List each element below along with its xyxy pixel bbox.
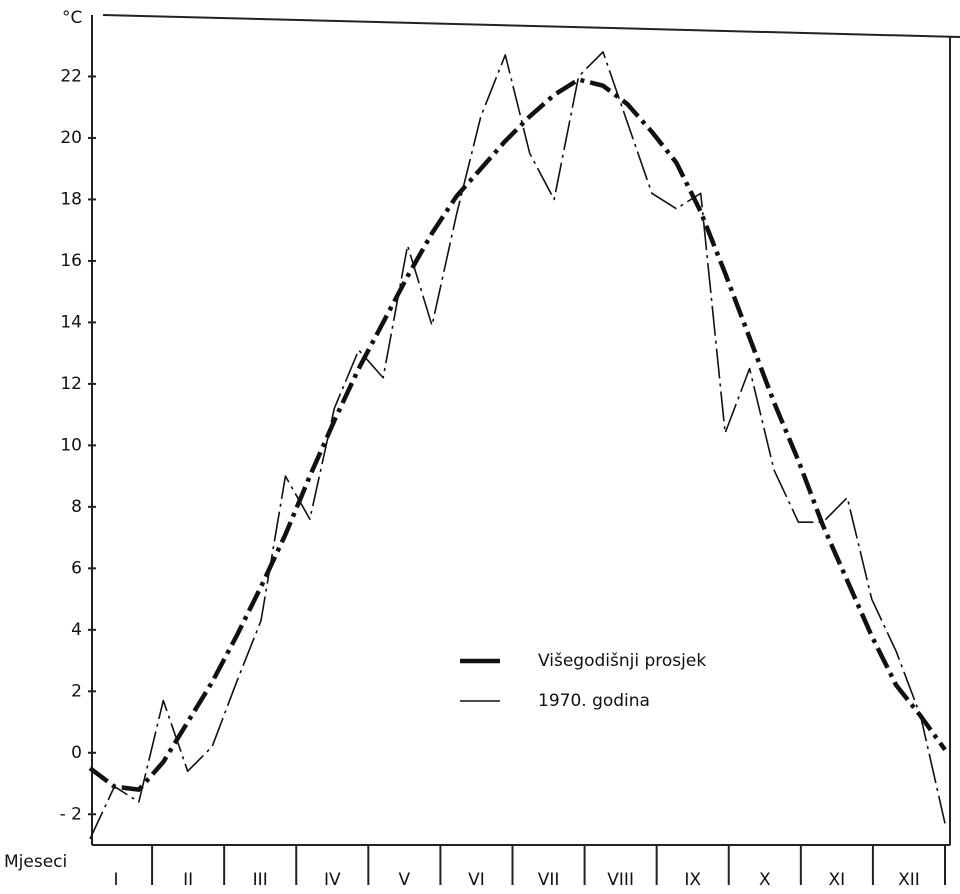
x-tick-label: II (183, 870, 193, 890)
y-tick-label: 0 (71, 743, 82, 763)
y-tick-label: 14 (60, 312, 82, 332)
y-tick-label: 6 (71, 558, 82, 578)
x-tick-label: XI (829, 870, 846, 890)
x-tick-label: X (759, 870, 771, 890)
x-tick-label: VII (538, 870, 560, 890)
x-tick-label: VI (468, 870, 485, 890)
x-tick-label: I (114, 870, 119, 890)
x-tick-label: XII (898, 870, 920, 890)
y-tick-label: 2 (71, 681, 82, 701)
x-tick-label: III (253, 870, 268, 890)
x-tick-label: IV (324, 870, 341, 890)
series-line (88, 77, 947, 792)
x-tick-label: VIII (607, 870, 634, 890)
x-axis-label: Mjeseci (4, 852, 67, 872)
y-unit: °C (62, 8, 82, 28)
y-tick-label: 8 (71, 497, 82, 517)
y-tick-label: 16 (60, 251, 82, 271)
y-tick-label: - 2 (60, 804, 82, 824)
y-tick-label: 20 (60, 128, 82, 148)
series-line (89, 51, 946, 840)
legend-label: 1970. godina (538, 691, 650, 711)
frame (91, 14, 960, 846)
y-tick-label: 18 (60, 189, 82, 209)
y-tick-label: 12 (60, 374, 82, 394)
y-tick-label: 10 (60, 435, 82, 455)
x-tick-label: IX (684, 870, 701, 890)
y-tick-label: 22 (60, 66, 82, 86)
x-tick-label: V (399, 870, 411, 890)
legend-label: Višegodišnji prosjek (538, 651, 706, 671)
y-tick-label: 4 (71, 620, 82, 640)
